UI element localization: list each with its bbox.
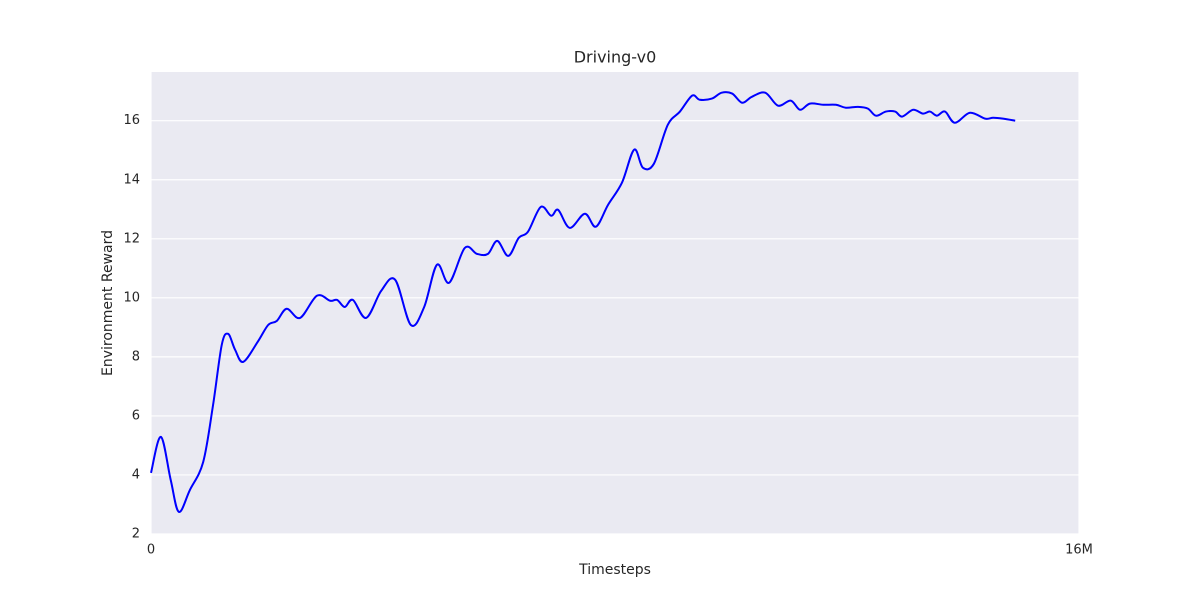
chart-title: Driving-v0 [574,48,657,67]
y-tick-label: 4 [132,467,140,482]
y-tick-label: 12 [123,231,140,246]
grid [150,72,1080,535]
y-axis-label: Environment Reward [100,230,116,376]
y-tick-label: 2 [132,527,140,542]
y-tick-label: 8 [132,349,140,364]
y-tick-label: 6 [132,408,140,423]
lines [150,91,1016,513]
x-tick-label: 16M [1065,543,1093,558]
data-line [150,91,1016,513]
plot-background [151,72,1079,534]
y-tick-label: 14 [123,172,140,187]
x-tick-label: 0 [147,543,155,558]
y-tick-label: 10 [123,290,140,305]
labels: 2 4 6 8 10 12 14 16 0 16M [123,113,1092,557]
y-tick-label: 16 [123,113,140,128]
x-axis-label: Timesteps [578,562,651,578]
